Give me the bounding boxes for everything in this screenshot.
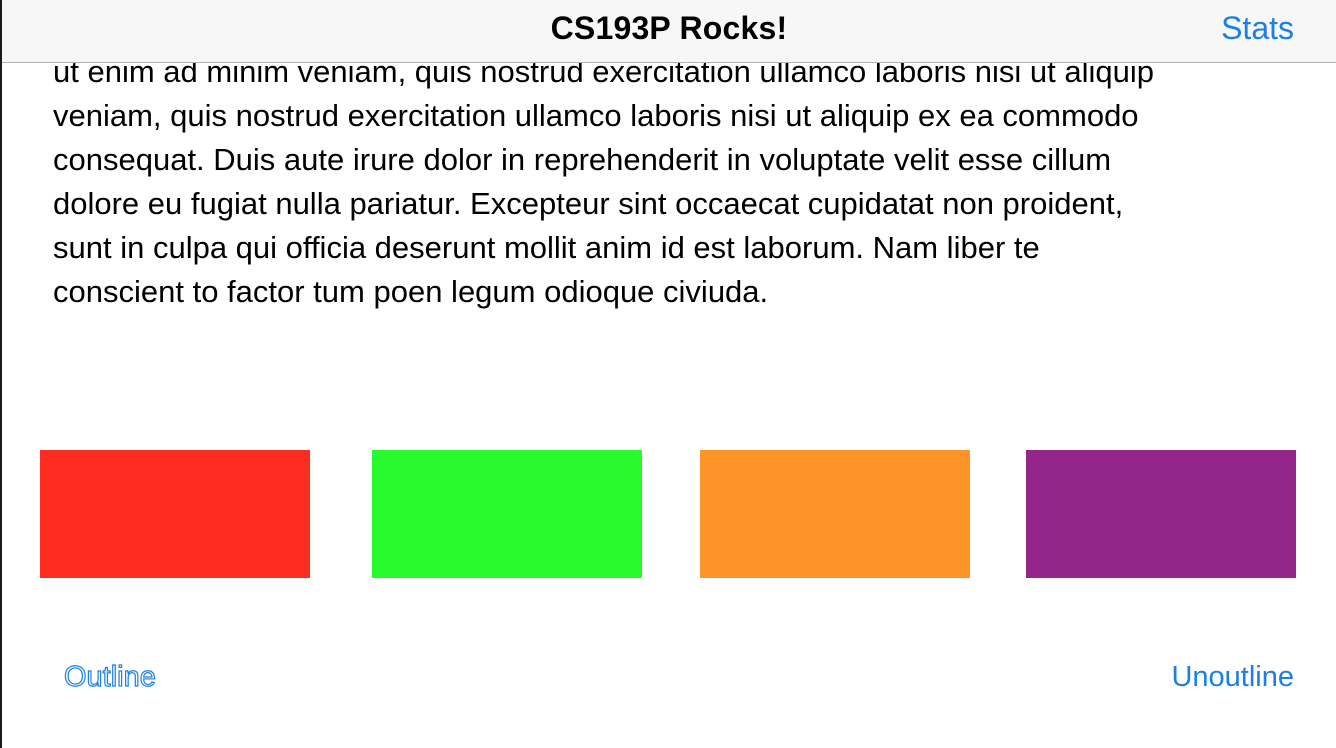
purple-swatch-button[interactable] (1026, 450, 1296, 578)
window-edge (0, 0, 2, 748)
red-swatch-button[interactable] (40, 450, 310, 578)
text-line: sunt in culpa qui officia deserunt molli… (53, 230, 1040, 265)
body-text: ut enim ad minim veniam, quis nostrud ex… (53, 63, 1273, 314)
outline-button[interactable]: Outline (63, 660, 156, 693)
text-view[interactable]: ut enim ad minim veniam, quis nostrud ex… (2, 63, 1336, 363)
unoutline-button[interactable]: Unoutline (1171, 661, 1294, 693)
text-line: dolore eu fugiat nulla pariatur. Excepte… (53, 186, 1124, 221)
text-line: veniam, quis nostrud exercitation ullamc… (53, 98, 1139, 133)
text-line: conscient to factor tum poen legum odioq… (53, 274, 769, 309)
text-line: consequat. Duis aute irure dolor in repr… (53, 142, 1112, 177)
navigation-bar: CS193P Rocks! Stats (2, 0, 1336, 63)
stats-button[interactable]: Stats (1221, 10, 1294, 46)
nav-title: CS193P Rocks! (550, 10, 788, 46)
green-swatch-button[interactable] (372, 450, 642, 578)
text-line: ut enim ad minim veniam, quis nostrud ex… (53, 63, 1155, 89)
orange-swatch-button[interactable] (700, 450, 970, 578)
